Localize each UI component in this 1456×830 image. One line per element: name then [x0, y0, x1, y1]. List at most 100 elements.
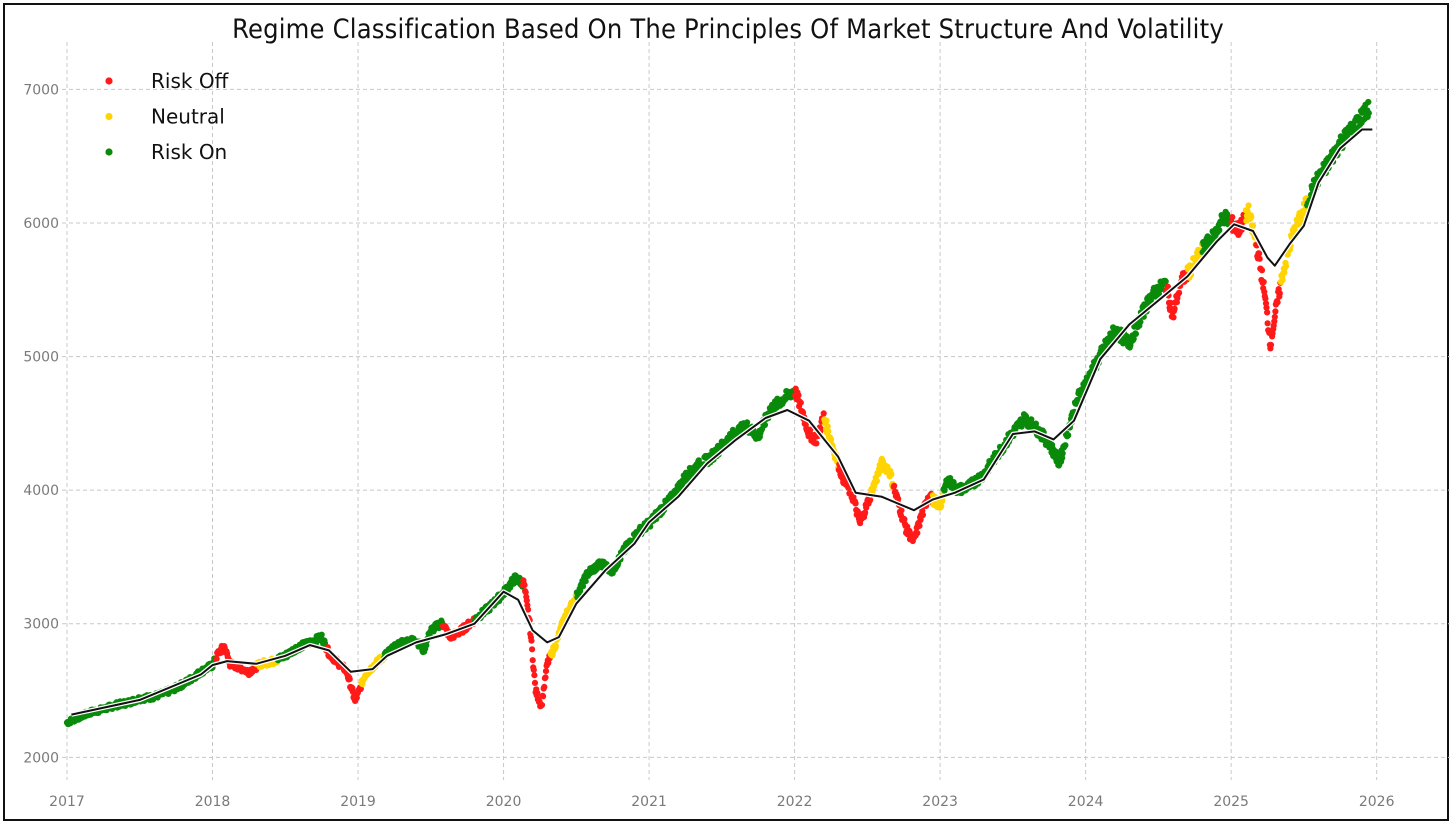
x-tick-label: 2020 [486, 794, 522, 810]
data-point [213, 655, 220, 663]
legend-label: Neutral [151, 105, 225, 129]
data-point [825, 428, 832, 435]
x-tick-label: 2021 [631, 794, 667, 810]
data-point [1248, 214, 1255, 221]
legend-label: Risk Off [151, 69, 230, 93]
data-point [1260, 278, 1267, 286]
y-tick-label: 4000 [23, 483, 59, 499]
data-point [1059, 454, 1066, 462]
data-point [1264, 320, 1271, 327]
x-tick-label: 2026 [1359, 794, 1395, 810]
data-point [1216, 227, 1223, 234]
grid-lines [62, 42, 1450, 780]
x-tick-label: 2017 [49, 794, 85, 810]
legend-marker [105, 77, 113, 85]
data-point [346, 676, 353, 683]
data-point [1062, 442, 1069, 449]
data-point [534, 689, 541, 697]
data-point [577, 587, 584, 594]
chart-frame [3, 3, 1449, 821]
data-point [820, 410, 827, 417]
data-point [1279, 276, 1286, 284]
y-tick-label: 6000 [23, 216, 59, 232]
data-point [901, 516, 908, 523]
data-point [1365, 98, 1372, 106]
data-point [1271, 318, 1278, 325]
data-point [1281, 269, 1288, 276]
data-point [1271, 313, 1278, 320]
data-point [1262, 295, 1269, 302]
data-point [529, 646, 536, 653]
data-point [1162, 278, 1169, 285]
data-point [1132, 330, 1139, 337]
data-point [1229, 214, 1236, 221]
data-point [862, 509, 869, 516]
data-point [744, 419, 751, 426]
data-point [582, 578, 589, 585]
data-point [524, 606, 532, 613]
data-point [761, 421, 769, 429]
data-point [1276, 290, 1283, 297]
data-point [531, 679, 539, 687]
axis-ticks: 2017 2018 2019 2020 2021 2022 2023 2024 2025 2026… [23, 82, 1394, 810]
data-point [1059, 450, 1066, 457]
trend-line-path [71, 128, 1373, 716]
data-point [1028, 416, 1035, 423]
data-point [1171, 305, 1178, 312]
x-tick-label: 2025 [1213, 794, 1249, 810]
data-point [807, 426, 814, 433]
data-point [852, 500, 859, 507]
data-point [1170, 314, 1177, 321]
data-point [795, 392, 802, 399]
data-point [873, 477, 881, 485]
y-tick-label: 2000 [23, 750, 59, 766]
data-point [914, 530, 921, 537]
data-point [531, 672, 538, 679]
chart-title: Regime Classification Based On The Princ… [232, 14, 1224, 45]
data-point [552, 642, 560, 650]
data-point [1130, 335, 1137, 342]
data-point [423, 642, 430, 649]
data-point [1264, 309, 1271, 316]
data-point [1274, 299, 1281, 306]
data-point [1267, 341, 1275, 348]
data-point [828, 436, 835, 443]
data-point [895, 495, 902, 502]
data-point [1272, 308, 1279, 315]
data-point [824, 423, 831, 430]
x-tick-label: 2023 [922, 794, 958, 810]
legend-label: Risk On [151, 140, 227, 164]
data-point [1137, 318, 1144, 325]
legend: Risk Off Neutral Risk On [105, 69, 230, 164]
data-point [1263, 304, 1270, 311]
regime-points [63, 98, 1372, 728]
data-point [938, 503, 945, 510]
data-point [919, 511, 927, 519]
legend-marker [105, 112, 113, 121]
data-point [898, 507, 905, 514]
data-point [522, 589, 529, 596]
trend-line-halo [70, 127, 1373, 717]
data-point [523, 597, 530, 604]
y-tick-label: 3000 [23, 617, 59, 633]
trend-line [70, 127, 1373, 717]
data-point [540, 693, 547, 700]
data-point [891, 482, 898, 489]
data-point [1074, 396, 1081, 404]
x-tick-label: 2024 [1068, 794, 1104, 810]
data-point [823, 417, 830, 424]
data-point [1065, 432, 1072, 439]
data-point [538, 701, 546, 709]
data-point [542, 674, 549, 681]
data-point [867, 496, 874, 504]
data-point [542, 668, 550, 675]
x-tick-label: 2022 [777, 794, 813, 810]
data-point [1258, 267, 1266, 274]
data-point [797, 399, 804, 406]
data-point [357, 685, 364, 693]
data-point [916, 522, 923, 529]
data-point [541, 683, 548, 691]
data-point [521, 582, 528, 589]
x-tick-label: 2018 [195, 794, 231, 810]
